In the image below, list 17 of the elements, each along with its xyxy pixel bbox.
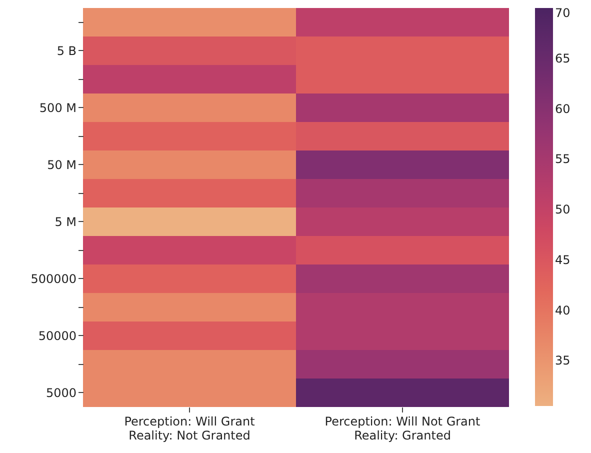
color-bar-label: 55 [555,152,570,166]
color-bar-label: 50 [555,202,570,217]
color-bar-label: 40 [555,303,570,318]
y-tick-label: 50000 [38,328,76,343]
color-bar-label: 35 [555,354,570,368]
color-bar-label: 45 [555,252,570,267]
y-tick-label: 500 M [39,100,76,115]
color-bar-label: 60 [555,102,570,116]
x-tick-label: Perception: Will Grant Reality: Not Granted [124,414,256,442]
color-bar-label: 65 [555,51,570,66]
x-tick-label: Perception: Will Not Grant Reality: Granted [324,414,481,442]
y-tick-label: 5 M [54,214,76,229]
y-tick-label: 500000 [30,272,76,286]
y-tick-label: 50 M [47,158,76,172]
y-tick-label: 5000 [46,386,76,400]
y-tick-label: 5 B [56,44,76,58]
color-bar-label: 70 [555,6,570,20]
